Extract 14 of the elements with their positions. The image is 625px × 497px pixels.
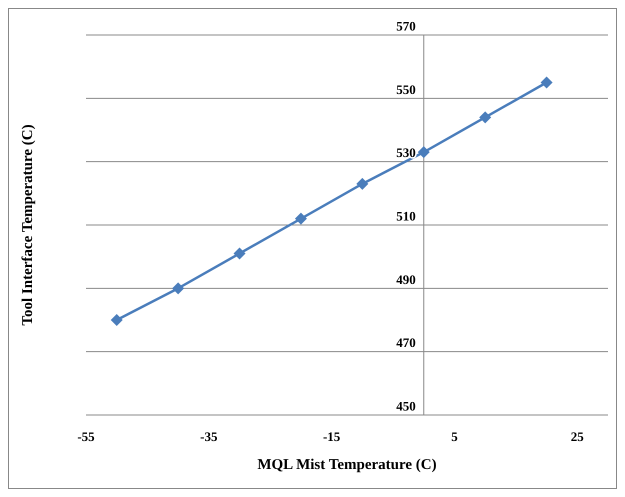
y-tick-label: 550 (396, 82, 416, 97)
y-tick-label: 490 (396, 272, 416, 287)
y-tick-label: 510 (396, 208, 416, 224)
x-tick-label: -35 (200, 429, 218, 444)
x-tick-label: -55 (77, 429, 96, 444)
x-tick-label: 5 (451, 429, 458, 444)
x-axis-title: MQL Mist Temperature (C) (257, 457, 437, 473)
y-tick-label: 570 (396, 18, 416, 34)
y-tick-label: 530 (396, 145, 416, 160)
x-tick-label: -15 (322, 429, 341, 444)
y-tick-label: 470 (396, 335, 416, 350)
x-tick-label: 25 (570, 429, 584, 444)
y-axis-title: Tool Interface Temperature (C) (20, 124, 36, 326)
y-tick-label: 450 (396, 398, 416, 414)
